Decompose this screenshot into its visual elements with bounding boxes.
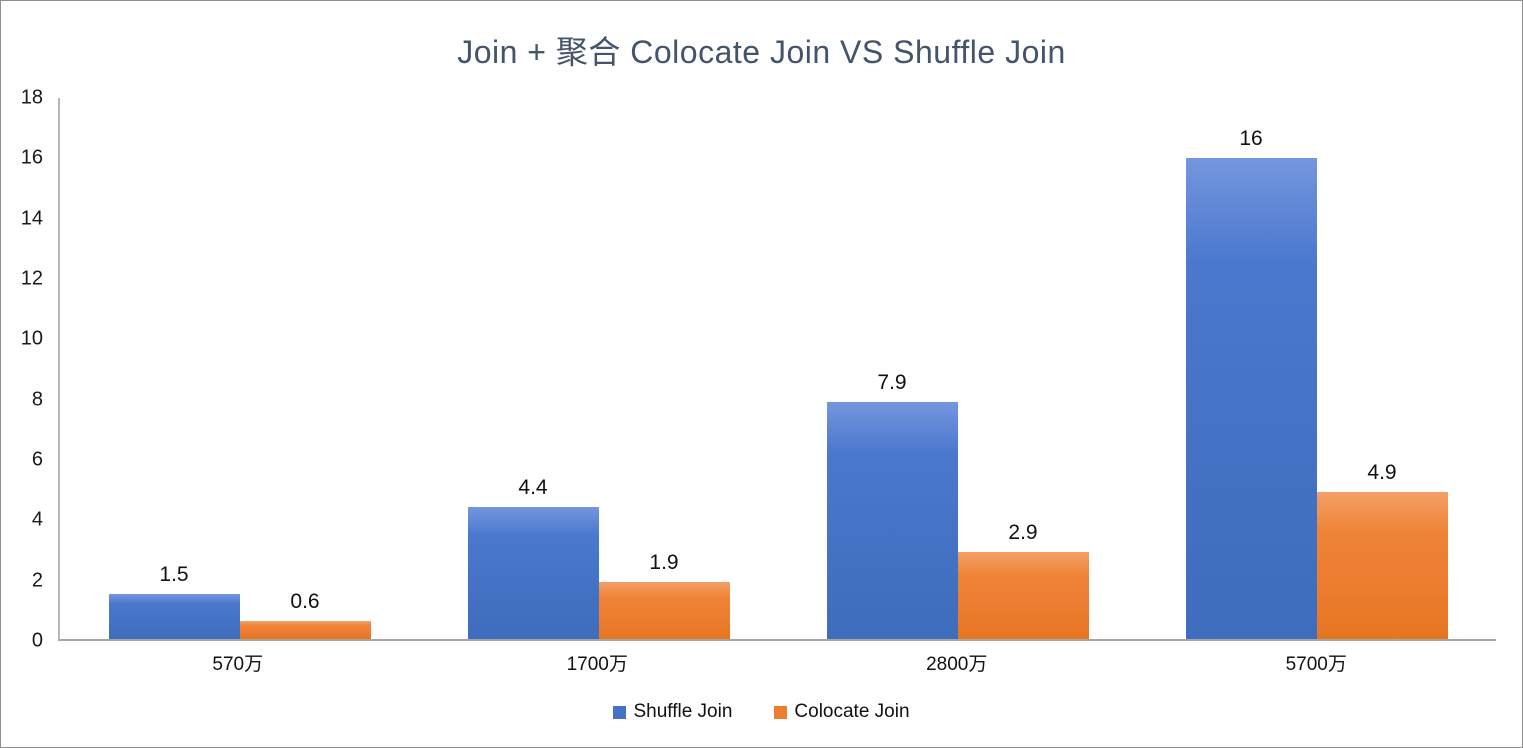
y-axis-tick-label: 10 — [20, 327, 43, 350]
bar-group: 16 4.9 — [1137, 98, 1496, 639]
bar-value-label: 7.9 — [877, 370, 907, 394]
bar-value-label: 16 — [1239, 127, 1263, 151]
legend-label: Colocate Join — [794, 701, 910, 722]
legend-item: Shuffle Join — [613, 701, 732, 723]
x-axis-category-label: 2800万 — [926, 654, 988, 675]
bar-shuffle-join: 1.5 — [108, 563, 240, 639]
y-axis-tick-label: 16 — [20, 146, 43, 169]
bar-groups: 1.5 0.6 4.4 1.9 7.9 2.9 16 4.9 — [60, 98, 1496, 639]
bar-value-label: 4.4 — [518, 475, 548, 499]
legend-swatch-shuffle-join — [613, 705, 627, 719]
x-axis-category-label: 570万 — [212, 654, 264, 675]
y-axis-tick-label: 14 — [20, 207, 43, 230]
legend-swatch-colocate-join — [774, 705, 788, 719]
y-axis-tick-label: 6 — [31, 448, 43, 471]
x-axis-category-label: 5700万 — [1285, 654, 1347, 675]
bar-colocate-join: 4.9 — [1316, 461, 1448, 639]
y-axis-tick-label: 8 — [31, 388, 43, 411]
bar-value-label: 2.9 — [1008, 520, 1038, 544]
bar-colocate-join: 2.9 — [957, 521, 1089, 639]
bar-shuffle-join: 4.4 — [467, 476, 599, 639]
bar-group: 7.9 2.9 — [778, 98, 1137, 639]
y-axis-tick-label: 2 — [31, 569, 43, 592]
y-axis-tick-label: 18 — [20, 86, 43, 109]
bar-value-label: 1.9 — [649, 550, 679, 574]
legend: Shuffle Join Colocate Join — [1, 701, 1522, 723]
legend-item: Colocate Join — [774, 701, 910, 723]
bar-shuffle-join: 7.9 — [826, 371, 958, 639]
y-axis-tick-label: 0 — [31, 629, 43, 652]
bar-group: 4.4 1.9 — [419, 98, 778, 639]
bar-group: 1.5 0.6 — [60, 98, 419, 639]
bar-value-label: 4.9 — [1367, 460, 1397, 484]
legend-label: Shuffle Join — [633, 701, 733, 722]
x-axis: 570万 1700万 2800万 5700万 — [58, 649, 1496, 676]
bar-colocate-join: 0.6 — [239, 590, 371, 639]
bar-value-label: 0.6 — [290, 589, 320, 613]
x-axis-category-label: 1700万 — [566, 654, 628, 675]
bar-value-label: 1.5 — [159, 562, 189, 586]
bar-shuffle-join: 16 — [1185, 127, 1317, 639]
bar-colocate-join: 1.9 — [598, 551, 730, 639]
y-axis-tick-label: 12 — [20, 267, 43, 290]
plot-area: 1.5 0.6 4.4 1.9 7.9 2.9 16 4.9 — [58, 98, 1496, 641]
y-axis-tick-label: 4 — [31, 508, 43, 531]
chart-title: Join + 聚合 Colocate Join VS Shuffle Join — [457, 34, 1066, 70]
y-axis: 0 2 4 6 8 10 12 14 16 18 — [1, 87, 47, 652]
